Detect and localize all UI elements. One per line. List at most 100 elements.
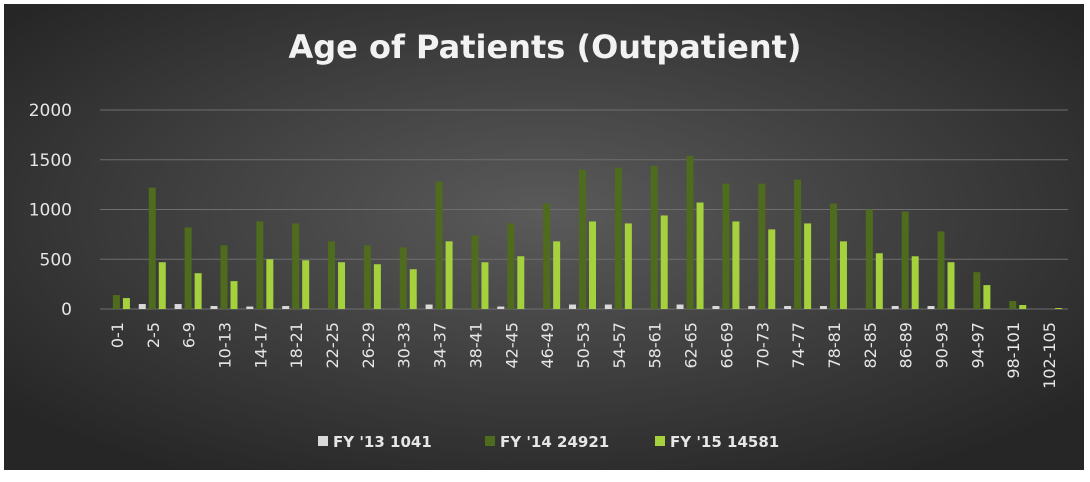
x-tick-label: 18-21	[287, 322, 306, 369]
bar	[973, 272, 981, 309]
bar	[399, 247, 407, 309]
x-tick-label: 34-37	[431, 322, 450, 369]
bar	[148, 187, 156, 309]
bar	[686, 155, 694, 309]
x-tick-label: 38-41	[466, 322, 485, 369]
y-tick-label: 1500	[29, 151, 72, 171]
bar	[292, 223, 300, 309]
bar	[768, 229, 776, 309]
bar	[927, 306, 935, 309]
bar	[112, 295, 120, 309]
bar	[865, 209, 873, 309]
x-tick-label: 98-101	[1004, 322, 1023, 379]
bar	[650, 165, 658, 309]
x-tick-label: 90-93	[933, 322, 952, 369]
x-tick-label: 58-61	[646, 322, 665, 369]
bar	[839, 241, 847, 309]
bar	[722, 183, 730, 309]
bar	[676, 304, 684, 309]
bar	[875, 253, 883, 309]
x-tick-label: 0-1	[108, 322, 127, 348]
x-tick-label: 50-53	[574, 322, 593, 369]
x-tick-label: 14-17	[251, 322, 270, 369]
bar	[901, 211, 909, 309]
bar	[138, 304, 146, 309]
bar	[911, 256, 919, 309]
bar	[266, 259, 274, 309]
bar	[373, 264, 381, 309]
bar	[553, 241, 561, 309]
x-tick-label: 102-105	[1040, 322, 1059, 389]
y-tick-label: 0	[61, 300, 72, 320]
legend-swatch	[485, 436, 495, 446]
y-tick-label: 500	[40, 250, 72, 270]
bar	[758, 183, 766, 309]
bar	[543, 203, 551, 309]
x-tick-label: 74-77	[789, 322, 808, 369]
bar	[497, 306, 505, 309]
bar	[174, 304, 182, 309]
x-tick-label: 22-25	[323, 322, 342, 369]
x-tick-label: 30-33	[395, 322, 414, 369]
bar	[256, 221, 264, 309]
legend-swatch	[318, 436, 328, 446]
bar	[1055, 308, 1063, 309]
bar	[158, 262, 166, 309]
x-tick-label: 54-57	[610, 322, 629, 369]
bar	[569, 304, 576, 309]
x-tick-label: 2-5	[144, 322, 163, 348]
x-tick-label: 94-97	[968, 322, 987, 369]
x-tick-label: 78-81	[825, 322, 844, 369]
bar	[230, 281, 238, 309]
legend-swatch	[655, 436, 665, 446]
bar	[819, 306, 827, 309]
bar	[748, 306, 756, 309]
bar	[712, 306, 720, 309]
y-tick-label: 1000	[29, 201, 72, 221]
bar	[282, 306, 290, 309]
y-tick-label: 2000	[29, 101, 72, 121]
bar	[302, 260, 310, 309]
bar	[891, 306, 899, 309]
bar	[604, 304, 612, 309]
bar	[660, 215, 668, 309]
legend-label: FY '14 24921	[500, 433, 609, 451]
bar	[409, 269, 417, 309]
bar	[614, 167, 622, 309]
bar	[363, 245, 371, 309]
chart-title: Age of Patients (Outpatient)	[288, 28, 801, 66]
bar	[425, 304, 433, 309]
bar	[579, 169, 586, 309]
x-tick-label: 6-9	[180, 322, 199, 348]
bar	[804, 223, 812, 309]
bar	[122, 298, 130, 309]
x-tick-label: 62-65	[682, 322, 701, 369]
bar	[732, 221, 740, 309]
x-tick-label: 26-29	[359, 322, 378, 369]
bar	[1019, 305, 1027, 309]
bar	[220, 245, 228, 309]
bar	[829, 203, 837, 309]
x-tick-label: 86-89	[897, 322, 916, 369]
bar	[589, 221, 596, 309]
bar	[481, 262, 489, 309]
bar	[517, 256, 525, 309]
x-tick-label: 70-73	[753, 322, 772, 369]
bar	[246, 306, 254, 309]
bar	[784, 306, 792, 309]
bar	[210, 306, 218, 309]
bar	[328, 241, 336, 309]
x-tick-label: 82-85	[861, 322, 880, 369]
bar	[445, 241, 453, 309]
legend-label: FY '13 1041	[333, 433, 432, 451]
bar	[471, 235, 479, 309]
bar	[194, 273, 202, 309]
x-tick-label: 42-45	[502, 322, 521, 369]
bar	[624, 223, 632, 309]
bar	[794, 179, 802, 309]
x-tick-label: 46-49	[538, 322, 557, 369]
bar	[696, 202, 704, 309]
legend-label: FY '15 14581	[670, 433, 779, 451]
bar	[947, 262, 955, 309]
